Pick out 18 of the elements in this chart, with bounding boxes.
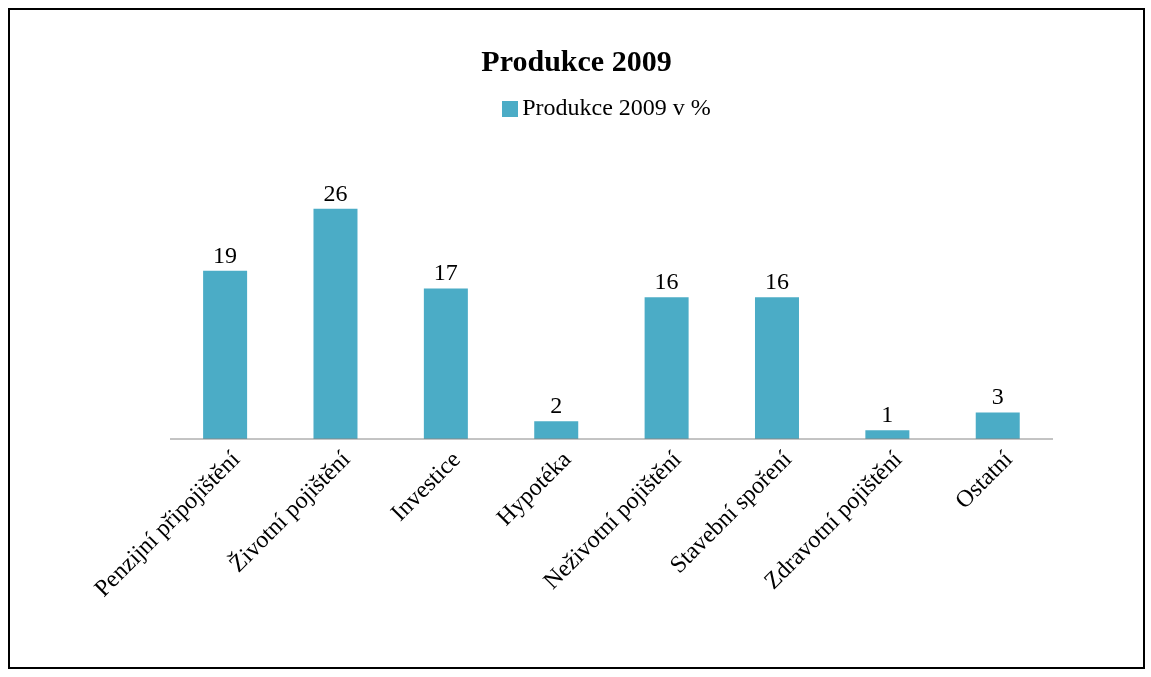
- bar: [644, 297, 689, 439]
- bar: [754, 297, 799, 439]
- bar: [203, 270, 248, 439]
- data-label: 1: [881, 401, 894, 428]
- legend-label: Produkce 2009 v %: [522, 94, 711, 120]
- bar: [534, 421, 579, 439]
- bar: [313, 208, 358, 439]
- chart-title: Produkce 2009: [480, 44, 673, 79]
- data-label: 16: [654, 268, 679, 295]
- data-label: 2: [550, 392, 563, 419]
- data-label: 17: [433, 259, 458, 286]
- data-label: 19: [213, 241, 238, 268]
- bar: [975, 412, 1020, 439]
- data-label: 16: [764, 268, 789, 295]
- bar: [423, 288, 468, 439]
- data-label: 3: [991, 383, 1004, 410]
- data-label: 26: [323, 179, 348, 206]
- bar: [865, 430, 910, 439]
